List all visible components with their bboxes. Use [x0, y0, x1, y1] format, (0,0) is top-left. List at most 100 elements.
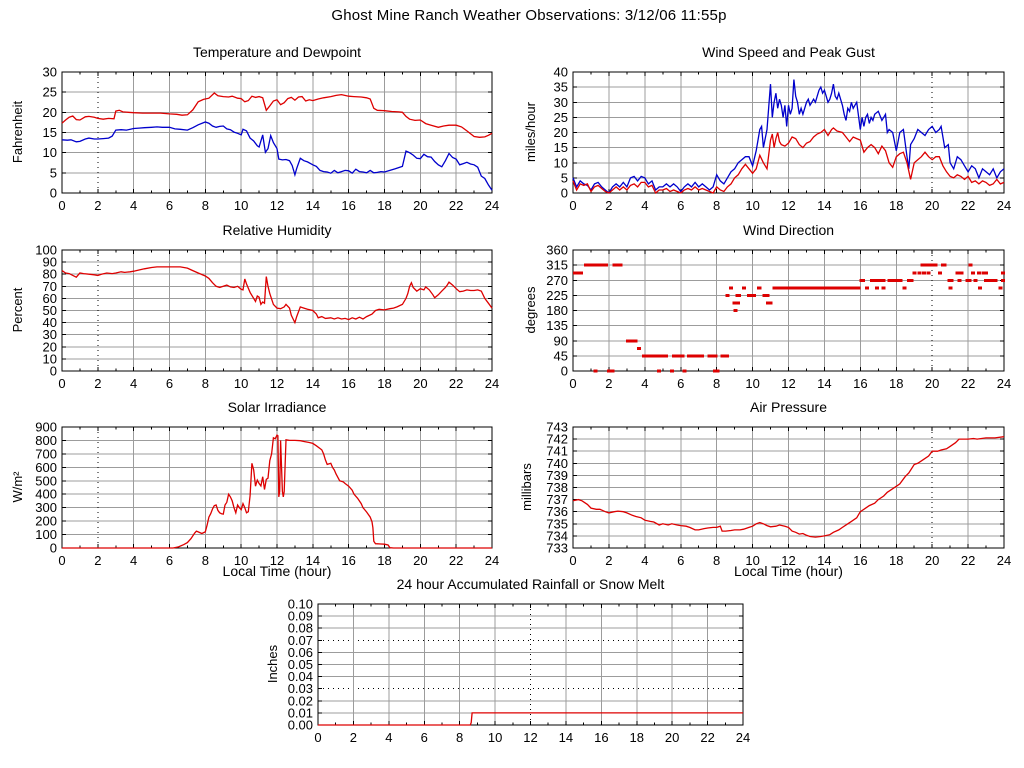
chart-title-wind-direction: Wind Direction	[742, 222, 835, 238]
svg-text:600: 600	[35, 460, 57, 475]
svg-text:18: 18	[377, 376, 391, 391]
svg-text:0: 0	[561, 186, 568, 201]
svg-text:90: 90	[554, 333, 568, 348]
svg-text:14: 14	[817, 553, 831, 568]
svg-text:0.01: 0.01	[288, 705, 313, 720]
svg-text:738: 738	[546, 480, 568, 495]
chart-title-humidity: Relative Humidity	[222, 222, 332, 238]
svg-text:40: 40	[43, 315, 57, 330]
svg-text:734: 734	[546, 528, 568, 543]
svg-text:16: 16	[341, 553, 355, 568]
svg-text:14: 14	[306, 198, 320, 213]
chart-title-wind-speed: Wind Speed and Peak Gust	[702, 44, 875, 60]
svg-text:800: 800	[35, 433, 57, 448]
svg-text:10: 10	[488, 730, 502, 745]
svg-text:2: 2	[94, 553, 101, 568]
svg-text:12: 12	[781, 553, 795, 568]
svg-text:22: 22	[961, 376, 975, 391]
svg-text:20: 20	[413, 376, 427, 391]
wind-speed-line	[572, 127, 1005, 195]
y-axis-label-fahrenheit: Fahrenheit	[10, 100, 25, 164]
svg-text:6: 6	[677, 553, 684, 568]
svg-text:80: 80	[43, 267, 57, 282]
svg-text:20: 20	[925, 553, 939, 568]
svg-text:6: 6	[166, 376, 173, 391]
svg-text:18: 18	[630, 730, 644, 745]
temperature-line	[61, 92, 493, 138]
svg-text:10: 10	[43, 145, 57, 160]
svg-text:20: 20	[43, 105, 57, 120]
svg-text:2: 2	[94, 198, 101, 213]
svg-text:6: 6	[166, 198, 173, 213]
svg-text:0: 0	[58, 198, 65, 213]
svg-text:8: 8	[202, 553, 209, 568]
y-axis-label-inches: Inches	[265, 644, 280, 684]
svg-text:0: 0	[561, 364, 568, 379]
svg-text:0.03: 0.03	[288, 681, 313, 696]
svg-text:200: 200	[35, 514, 57, 529]
svg-text:12: 12	[781, 198, 795, 213]
rain-plot: 0.000.010.020.030.040.050.060.070.080.09…	[288, 597, 751, 746]
svg-text:18: 18	[377, 553, 391, 568]
svg-text:741: 741	[546, 444, 568, 459]
svg-text:300: 300	[35, 500, 57, 515]
svg-text:24: 24	[997, 376, 1011, 391]
svg-text:100: 100	[35, 527, 57, 542]
svg-text:16: 16	[341, 376, 355, 391]
svg-text:16: 16	[594, 730, 608, 745]
svg-text:4: 4	[130, 198, 137, 213]
svg-text:12: 12	[781, 376, 795, 391]
svg-text:500: 500	[35, 473, 57, 488]
svg-text:4: 4	[641, 198, 648, 213]
svg-text:18: 18	[889, 198, 903, 213]
svg-text:12: 12	[270, 553, 284, 568]
svg-text:2: 2	[605, 376, 612, 391]
svg-text:736: 736	[546, 504, 568, 519]
svg-text:135: 135	[546, 318, 568, 333]
svg-text:14: 14	[817, 198, 831, 213]
svg-text:315: 315	[546, 258, 568, 273]
svg-text:400: 400	[35, 487, 57, 502]
svg-text:12: 12	[270, 376, 284, 391]
dewpoint-line	[61, 121, 493, 191]
air-pressure-line	[572, 436, 1005, 538]
svg-text:22: 22	[449, 553, 463, 568]
svg-text:16: 16	[853, 376, 867, 391]
svg-text:15: 15	[43, 125, 57, 140]
svg-text:5: 5	[561, 170, 568, 185]
x-axis-label-local-time-right: Local Time (hour)	[734, 563, 843, 579]
chart-title-pressure: Air Pressure	[749, 399, 828, 415]
svg-text:2: 2	[605, 553, 612, 568]
svg-text:0: 0	[569, 553, 576, 568]
page-title: Ghost Mine Ranch Weather Observations: 3…	[331, 7, 727, 24]
svg-text:15: 15	[554, 140, 568, 155]
svg-text:739: 739	[546, 468, 568, 483]
svg-text:2: 2	[94, 376, 101, 391]
svg-text:14: 14	[559, 730, 573, 745]
svg-text:740: 740	[546, 456, 568, 471]
svg-text:6: 6	[677, 198, 684, 213]
svg-text:0.02: 0.02	[288, 693, 313, 708]
svg-text:10: 10	[234, 553, 248, 568]
svg-text:10: 10	[745, 198, 759, 213]
svg-text:180: 180	[546, 303, 568, 318]
svg-text:742: 742	[546, 432, 568, 447]
y-axis-label-watts: W/m²	[10, 471, 25, 503]
svg-text:4: 4	[641, 376, 648, 391]
svg-text:18: 18	[889, 553, 903, 568]
svg-text:100: 100	[35, 243, 57, 258]
svg-text:14: 14	[817, 376, 831, 391]
svg-text:20: 20	[413, 553, 427, 568]
svg-text:10: 10	[234, 376, 248, 391]
svg-text:18: 18	[377, 198, 391, 213]
svg-text:8: 8	[713, 376, 720, 391]
svg-text:0.10: 0.10	[288, 597, 313, 612]
svg-text:30: 30	[43, 327, 57, 342]
svg-text:50: 50	[43, 303, 57, 318]
relative-humidity-line	[61, 266, 493, 325]
